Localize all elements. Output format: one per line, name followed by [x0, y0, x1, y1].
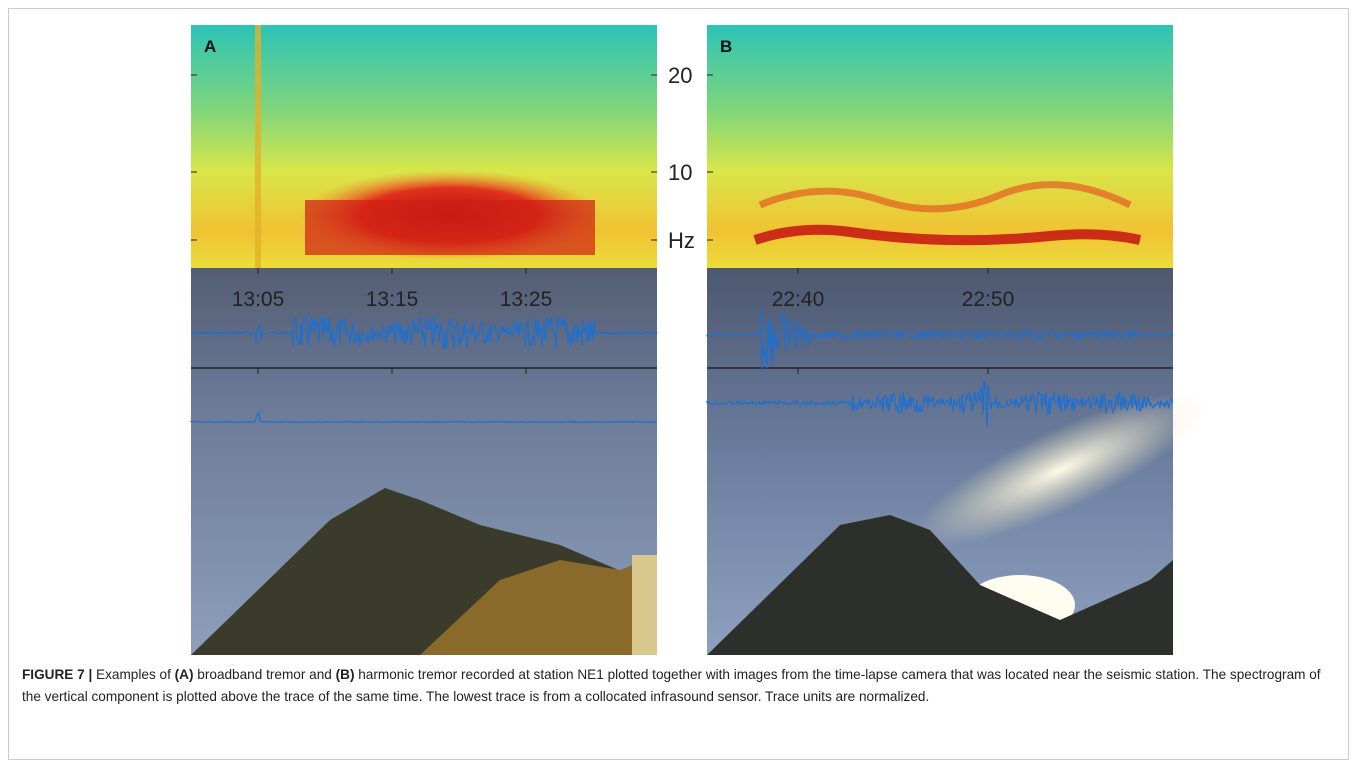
slope [420, 555, 657, 655]
caption-text: harmonic tremor recorded at station NE1 … [22, 667, 1321, 704]
freq-label: Hz [668, 228, 695, 253]
seismic-trace [190, 410, 658, 424]
time-label: 13:05 [232, 288, 285, 311]
time-label: 22:40 [772, 288, 825, 311]
time-label: 22:50 [962, 288, 1015, 311]
harmonic-band [753, 224, 1142, 246]
seismic-trace [706, 380, 1174, 427]
figure-frame [8, 8, 1349, 760]
ticks [191, 74, 989, 374]
wall [632, 555, 657, 655]
caption-label: FIGURE 7 | [22, 667, 93, 682]
panel-letter: A [204, 37, 216, 56]
caption-text: (B) [335, 667, 355, 682]
freq-label: 10 [668, 160, 692, 185]
volcano [707, 515, 1173, 655]
seismic-trace [190, 315, 658, 350]
tremor-band [305, 200, 595, 255]
caption-text: broadband tremor and [193, 667, 336, 682]
caption-text: (A) [174, 667, 194, 682]
spectrogram [707, 25, 1173, 268]
caption-text: Examples of [92, 667, 175, 682]
seismic-trace [706, 309, 1174, 371]
freq-label: 20 [668, 63, 692, 88]
figure: A B 20 10 Hz 13:05 13:15 13:25 22:40 22:… [190, 25, 1206, 655]
time-label: 13:15 [366, 288, 419, 311]
harmonic-band [758, 181, 1132, 213]
time-label: 13:25 [500, 288, 553, 311]
onset [255, 25, 261, 268]
panel-letter: B [720, 37, 732, 56]
plume [914, 393, 1206, 547]
caption: FIGURE 7 | Examples of (A) broadband tre… [22, 664, 1322, 708]
